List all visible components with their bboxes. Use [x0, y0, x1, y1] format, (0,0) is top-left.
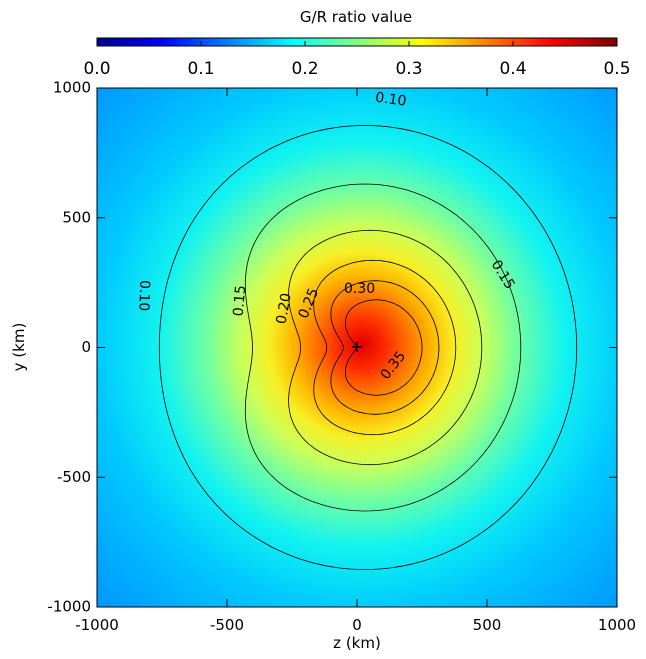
- x-tick-label: 0: [352, 616, 362, 634]
- x-tick-label: 500: [473, 616, 502, 634]
- colorbar-tick-label: 0.4: [499, 59, 526, 79]
- x-axis-label: z (km): [333, 634, 381, 652]
- contour-label: 0.20: [274, 292, 295, 325]
- colorbar-tick-label: 0.2: [291, 59, 318, 79]
- x-axis-ticks: -1000 -500 0 500 1000: [75, 88, 636, 634]
- colorbar-tick-label: 0.1: [187, 59, 214, 79]
- contour-label: 0.30: [344, 281, 375, 297]
- contour-label: 0.15: [231, 285, 250, 317]
- y-tick-label: 1000: [53, 79, 91, 97]
- contour-line-0.10: [158, 124, 578, 571]
- colorbar-title: G/R ratio value: [300, 8, 412, 26]
- colorbar-tick-label: 0.0: [83, 59, 110, 79]
- colorbar-tick-label: 0.3: [395, 59, 422, 79]
- x-tick-label: 1000: [598, 616, 636, 634]
- y-tick-label: -500: [57, 468, 91, 486]
- colorbar-tick-label: 0.5: [603, 59, 630, 79]
- contour-lines: [158, 124, 578, 571]
- y-axis-label: y (km): [10, 323, 28, 372]
- y-axis-ticks: -1000 -500 0 500 1000: [47, 79, 617, 616]
- x-tick-label: -1000: [75, 616, 119, 634]
- contour-line-0.30: [330, 280, 440, 415]
- contour-labels: 0.100.10 0.150.150.20 0.25 0.300.35: [135, 90, 517, 383]
- colorbar: [96, 37, 618, 47]
- contour-line-0.25: [313, 259, 457, 436]
- contour-label: 0.10: [374, 90, 407, 110]
- origin-marker: +: [350, 337, 363, 356]
- contour-line-0.15: [244, 183, 522, 512]
- contour-line-0.35: [345, 299, 423, 396]
- contour-line-0.20: [288, 229, 483, 466]
- center-marker: +: [350, 337, 363, 356]
- heatmap-field: [97, 88, 617, 607]
- contour-label: 0.10: [135, 280, 152, 312]
- x-tick-label: -500: [210, 616, 244, 634]
- colorbar-ticks: 0.0 0.1 0.2 0.3 0.4 0.5: [83, 41, 631, 79]
- y-tick-label: 500: [62, 208, 91, 226]
- y-tick-label: -1000: [47, 598, 91, 616]
- y-tick-label: 0: [81, 338, 91, 356]
